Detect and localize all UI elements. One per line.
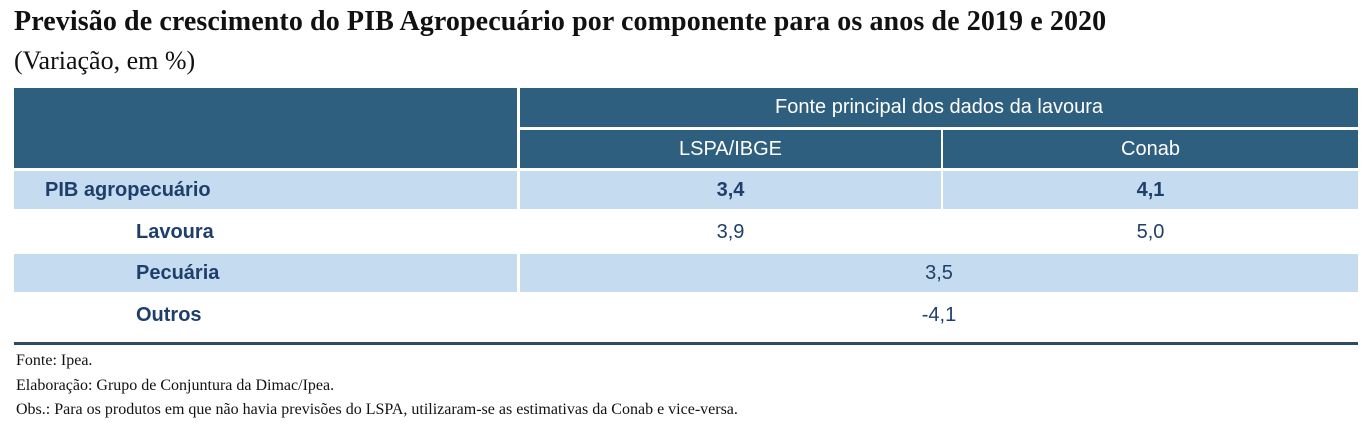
column-header-lspa: LSPA/IBGE (520, 130, 941, 168)
obs-note: Obs.: Para os produtos em que não havia … (16, 401, 738, 418)
row-label-pecuaria: Pecuária (14, 254, 517, 292)
value-pecuaria: 3,5 (520, 254, 1358, 292)
column-header-conab: Conab (943, 130, 1358, 168)
table-subtitle: (Variação, em %) (14, 46, 196, 75)
value-outros: -4,1 (520, 294, 1358, 336)
value-pib-conab: 4,1 (943, 171, 1358, 209)
header-corner-cell (14, 88, 517, 168)
value-pib-lspa: 3,4 (520, 171, 941, 209)
table-bottom-rule (14, 342, 1358, 345)
elaboration-note: Elaboração: Grupo de Conjuntura da Dimac… (16, 377, 335, 394)
row-label-pib: PIB agropecuário (14, 171, 517, 209)
source-note: Fonte: Ipea. (16, 352, 93, 369)
table-title: Previsão de crescimento do PIB Agropecuá… (14, 6, 1107, 37)
value-lavoura-conab: 5,0 (943, 212, 1358, 252)
row-label-lavoura: Lavoura (14, 212, 517, 252)
value-lavoura-lspa: 3,9 (520, 212, 941, 252)
group-header: Fonte principal dos dados da lavoura (520, 88, 1358, 127)
row-label-outros: Outros (14, 294, 517, 336)
